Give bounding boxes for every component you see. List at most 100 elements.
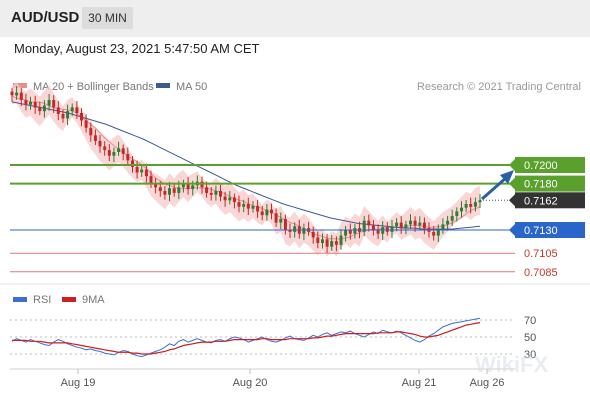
candle-body <box>181 183 185 188</box>
candle-body <box>464 204 468 208</box>
candle-body <box>353 228 357 234</box>
candle-body <box>399 222 403 229</box>
candle-body <box>478 200 482 203</box>
symbol-title: AUD/USD <box>11 9 80 26</box>
candle-body <box>140 169 144 173</box>
candle-body <box>205 187 209 193</box>
candle-body <box>334 241 338 245</box>
candle-body <box>191 185 195 190</box>
level-label: 0.7180 <box>524 179 558 191</box>
rsi-tick-label: 30 <box>524 349 536 361</box>
candle-body <box>228 197 232 201</box>
level-label: 0.7200 <box>524 160 558 172</box>
candle-body <box>168 188 171 195</box>
candle-body <box>293 226 297 232</box>
candle-body <box>279 218 283 223</box>
candle-body <box>232 197 236 203</box>
candle-body <box>209 192 213 195</box>
candle-body <box>24 100 28 105</box>
candle-body <box>344 230 348 236</box>
rsi-tick-label: 50 <box>524 332 536 344</box>
candle-body <box>242 204 246 207</box>
candle-body <box>274 213 278 223</box>
candle-body <box>395 222 399 227</box>
candle-body <box>436 230 440 236</box>
ma20-legend-label: MA 20 + Bollinger Bands <box>33 81 154 93</box>
candle-body <box>61 113 65 119</box>
rsi-tick-label: 70 <box>524 315 536 327</box>
candle-body <box>135 166 139 173</box>
candle-body <box>237 202 241 207</box>
candle-body <box>404 224 408 229</box>
candle-body <box>29 101 32 105</box>
candle-body <box>42 105 46 112</box>
candle-body <box>131 160 134 167</box>
candle-body <box>80 113 83 121</box>
candle-body <box>163 191 167 195</box>
candle-body <box>33 101 37 108</box>
rsi-legend-label: RSI <box>33 294 51 306</box>
level-tag <box>515 175 585 192</box>
candle-body <box>376 230 380 234</box>
rsi-legend-swatch <box>13 297 27 302</box>
candle-body <box>154 183 158 188</box>
last-price-tag <box>515 192 585 209</box>
candle-body <box>371 225 375 230</box>
candle-body <box>98 140 102 147</box>
header-bar: AUD/USD 30 MIN <box>0 0 590 37</box>
candle-body <box>316 237 320 243</box>
candle-body <box>418 222 422 226</box>
rsi-ma-legend-label: 9MA <box>82 294 105 306</box>
price-layer: 0.7200 0.7180 0.7130 0.7105 0.7085 0.7162 <box>10 82 585 279</box>
candle-body <box>422 222 426 229</box>
candle-body <box>93 135 97 141</box>
ma50-legend-label: MA 50 <box>176 81 207 93</box>
candle-body <box>265 209 269 216</box>
last-price-label: 0.7162 <box>524 195 558 207</box>
candle-body <box>270 209 273 214</box>
candle-body <box>409 220 412 225</box>
rsi-line <box>11 317 481 358</box>
candle-body <box>450 216 454 221</box>
timeframe-button[interactable]: 30 MIN <box>82 7 133 29</box>
candle-body <box>84 120 88 128</box>
rsi-ma-line <box>12 322 481 355</box>
candle-body <box>158 187 162 191</box>
candle-body <box>469 204 473 207</box>
candle-body <box>288 230 292 232</box>
level-tag-pointer <box>509 177 515 190</box>
level-label: 0.7105 <box>524 248 558 260</box>
candle-body <box>75 107 79 113</box>
candle-body <box>103 146 107 151</box>
candle-body <box>177 187 181 193</box>
candle-body <box>149 176 153 184</box>
trend-arrow-head <box>500 170 514 184</box>
last-price-pointer <box>509 194 515 207</box>
candle-body <box>117 148 121 152</box>
chart-datetime: Monday, August 23, 2021 5:47:50 AM CET <box>14 41 260 56</box>
candle-body <box>19 92 23 100</box>
candle-body <box>10 91 14 96</box>
candle-body <box>251 205 255 209</box>
candle-body <box>223 196 227 201</box>
candle-body <box>70 107 74 112</box>
candle-body <box>432 231 436 236</box>
ma20-legend-swatch <box>13 83 27 88</box>
candle-body <box>441 224 445 230</box>
candle-body <box>311 231 315 238</box>
candle-body <box>348 230 352 234</box>
candle-body <box>446 220 450 225</box>
x-tick-label: Aug 19 <box>61 377 96 389</box>
ma50-legend-swatch <box>156 83 170 88</box>
candle-body <box>126 153 130 161</box>
x-axis: Aug 19 Aug 20 Aug 21 Aug 26 <box>61 369 505 389</box>
credit-label: Research © 2021 Trading Central <box>417 81 581 93</box>
candle-body <box>15 92 19 96</box>
candle-body <box>52 100 56 108</box>
level-tag <box>515 222 585 238</box>
candle-body <box>455 211 459 216</box>
candle-body <box>89 127 93 136</box>
candle-body <box>260 211 264 216</box>
x-tick-label: Aug 26 <box>470 377 505 389</box>
